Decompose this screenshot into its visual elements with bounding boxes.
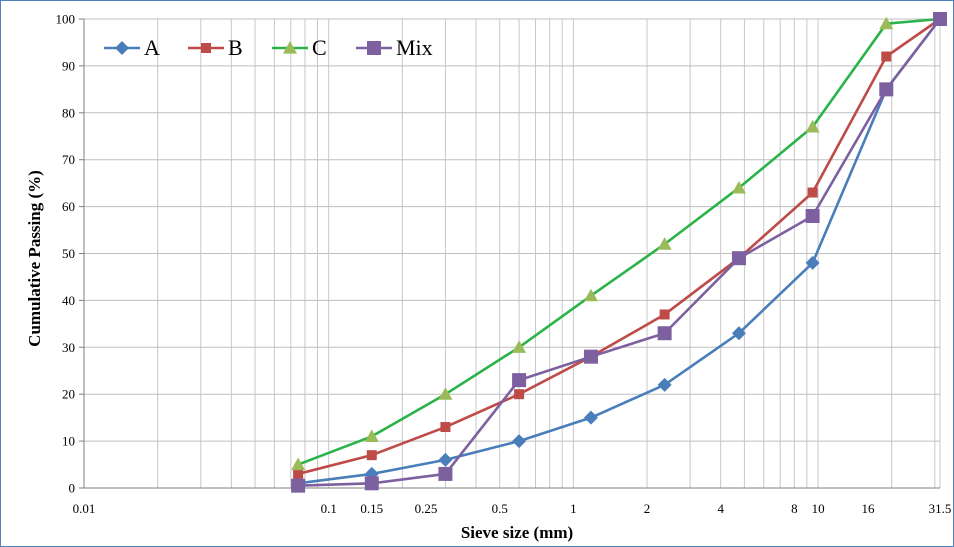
- y-tick-label: 50: [62, 246, 75, 261]
- data-point: [657, 237, 672, 250]
- y-tick-label: 40: [62, 293, 75, 308]
- series-line: [297, 18, 942, 485]
- legend-item: C: [272, 35, 327, 60]
- x-tick-label: 1: [570, 501, 577, 516]
- grid: [83, 18, 941, 489]
- x-axis-title: Sieve size (mm): [461, 523, 573, 542]
- axes: 0 10 20 30 40 50 60 70 80 90 100 0.01 0.1 0.15 0.25 0.5…: [56, 12, 952, 517]
- y-tick-label: 30: [62, 340, 75, 355]
- data-point: [807, 187, 818, 198]
- legend-marker: [201, 43, 211, 53]
- legend-label: Mix: [396, 35, 433, 60]
- series-line: [298, 18, 942, 487]
- legend-label: B: [228, 35, 243, 60]
- y-tick-label: 70: [62, 152, 75, 167]
- legend-marker: [367, 41, 381, 55]
- legend-marker: [115, 41, 129, 55]
- x-tick-label: 0.1: [321, 501, 337, 516]
- data-point: [881, 51, 892, 62]
- data-point: [659, 309, 670, 320]
- data-point: [438, 466, 453, 481]
- legend-marker: [283, 41, 297, 54]
- y-tick-label: 20: [62, 387, 75, 402]
- x-tick-label: 2: [644, 501, 651, 516]
- x-tick-label: 31.5: [929, 501, 952, 516]
- data-point: [514, 389, 525, 400]
- y-tick-label: 100: [56, 12, 76, 27]
- legend-label: A: [144, 35, 160, 60]
- x-tick-label: 0.01: [73, 501, 96, 516]
- data-point: [731, 326, 746, 341]
- series-line: [297, 17, 941, 476]
- legend-label: C: [312, 35, 327, 60]
- data-point: [657, 326, 672, 341]
- data-point: [583, 288, 598, 302]
- x-tick-label: 0.25: [415, 501, 438, 516]
- series-line: [297, 17, 941, 466]
- data-point: [583, 349, 598, 364]
- x-tick-label: 0.15: [360, 501, 383, 516]
- data-point: [805, 208, 820, 223]
- data-point: [805, 255, 820, 270]
- data-point: [512, 434, 527, 449]
- y-tick-label: 60: [62, 199, 75, 214]
- data-point: [583, 410, 598, 425]
- series-a: [291, 12, 947, 491]
- series-layer: [291, 12, 947, 493]
- data-point: [657, 377, 672, 392]
- data-point: [731, 251, 746, 266]
- x-tick-label: 10: [812, 501, 825, 516]
- data-point: [438, 452, 453, 467]
- data-point: [440, 422, 451, 433]
- data-point: [731, 180, 746, 194]
- data-point: [291, 457, 306, 471]
- x-tick-label: 4: [717, 501, 724, 516]
- data-point: [512, 340, 527, 353]
- x-tick-label: 16: [862, 501, 876, 516]
- y-tick-label: 10: [62, 434, 75, 449]
- y-tick-label: 0: [69, 481, 76, 496]
- y-tick-label: 80: [62, 105, 75, 120]
- data-point: [933, 12, 947, 26]
- data-point: [364, 429, 379, 443]
- legend-item: B: [188, 35, 243, 60]
- x-tick-label: 0.5: [492, 501, 508, 516]
- data-point: [879, 16, 894, 30]
- data-point: [364, 476, 379, 491]
- legend: A B C Mix: [104, 35, 433, 60]
- y-tick-label: 90: [62, 58, 75, 73]
- legend-item: A: [104, 35, 160, 60]
- series-c: [291, 12, 947, 471]
- data-point: [879, 82, 894, 97]
- series-mix: [291, 12, 947, 493]
- data-point: [291, 478, 306, 493]
- y-axis-title: Cumulative Passing (%): [25, 170, 44, 347]
- series-b: [293, 14, 945, 479]
- legend-item: Mix: [356, 35, 433, 60]
- data-point: [293, 468, 304, 479]
- data-point: [438, 387, 453, 400]
- data-point: [805, 119, 820, 133]
- x-tick-label: 8: [791, 501, 798, 516]
- data-point: [512, 373, 527, 388]
- data-point: [366, 450, 377, 461]
